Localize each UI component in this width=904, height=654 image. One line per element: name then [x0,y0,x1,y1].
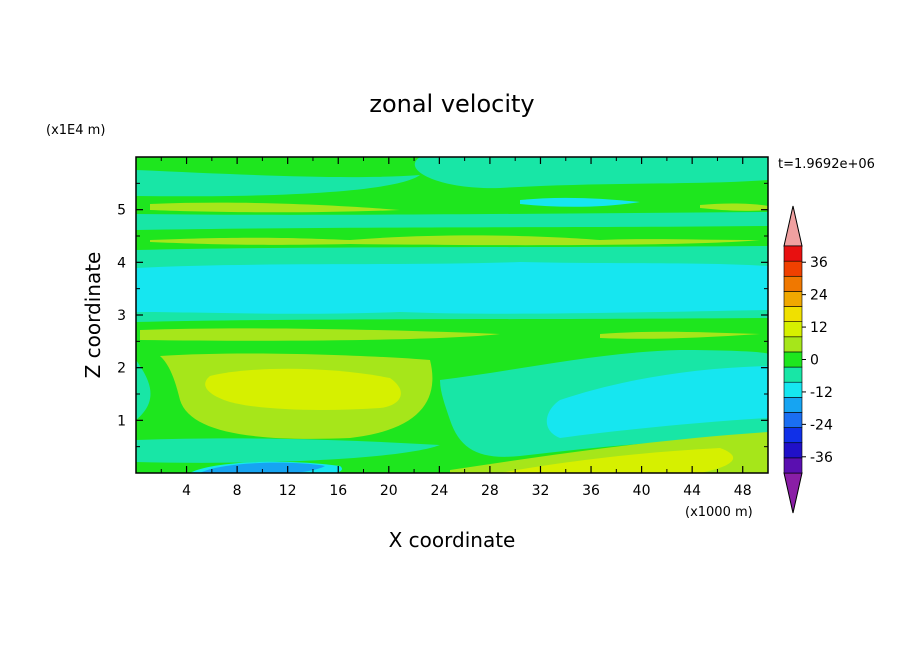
x-tick-label: 4 [182,483,191,499]
contour-region [520,197,640,207]
colorbar-tick-label: 12 [810,320,828,336]
colorbar-tick-label: -12 [810,385,833,401]
colorbar-swatch [783,366,803,383]
contour-region [205,368,401,410]
colorbar-swatch [783,291,803,307]
colorbar-swatch [783,351,803,368]
x-tick-label: 32 [532,483,550,499]
y-unit-label: (x1E4 m) [46,123,105,138]
y-tick-label: 5 [117,203,126,219]
colorbar-swatch [783,336,803,353]
y-tick-label: 4 [117,255,126,271]
contour-fill [136,157,768,473]
contour-region [546,366,768,438]
colorbar-tick-label: 36 [810,255,828,271]
colorbar-swatch [783,260,803,277]
x-tick-label: 28 [481,483,499,499]
contour-region [200,462,325,473]
colorbar-swatch [783,427,803,444]
x-tick-label: 24 [430,483,448,499]
x-tick-label: 20 [380,483,398,499]
x-tick-label: 48 [734,483,752,499]
colorbar-swatch [783,306,803,322]
contour-region [136,438,440,463]
contour-region [136,360,151,420]
x-tick-label: 8 [233,483,242,499]
colorbar-swatch [783,412,803,428]
colorbar-tick-label: -24 [810,417,833,433]
x-tick-label: 36 [582,483,600,499]
colorbar-swatch [783,381,803,398]
colorbar-swatch [783,245,803,262]
x-tick-label: 16 [329,483,347,499]
colorbar-tick-label: 24 [810,288,828,304]
time-label: t=1.9692e+06 [778,157,875,172]
contour-region [136,157,768,189]
colorbar-swatch [783,275,803,292]
x-tick-label: 12 [279,483,297,499]
contour-region [600,331,760,339]
y-tick-label: 3 [117,308,126,324]
contour-region [136,212,768,230]
y-tick-label: 1 [117,413,126,429]
y-tick-label: 2 [117,361,126,377]
colorbar-tick-label: -36 [810,450,833,466]
colorbar-arrow-low [783,472,803,514]
colorbar-arrow-high [783,205,803,247]
colorbar: 36 24 12 0 -12 -24 -36 [783,205,833,514]
contour-region [150,202,400,213]
x-unit-label: (x1000 m) [685,505,753,520]
contour-region [700,203,768,211]
contour-region [136,170,420,197]
colorbar-swatch [783,442,803,459]
y-axis-label: Z coordinate [81,252,105,379]
y-axis-ticks: 1 2 3 4 5 [117,182,768,448]
x-tick-label: 44 [683,483,701,499]
x-tick-label: 40 [633,483,651,499]
contour-region [150,235,760,246]
x-axis-ticks: 4 8 12 16 20 24 28 32 36 40 44 48 [160,157,752,499]
contour-region [500,448,734,473]
contour-region [140,328,500,341]
colorbar-tick-label: 0 [810,353,819,369]
colorbar-swatch [783,397,803,413]
x-axis-label: X coordinate [389,528,516,552]
contour-region [136,262,768,314]
colorbar-swatch [783,457,803,474]
colorbar-swatch [783,321,803,338]
chart-title: zonal velocity [369,90,534,118]
